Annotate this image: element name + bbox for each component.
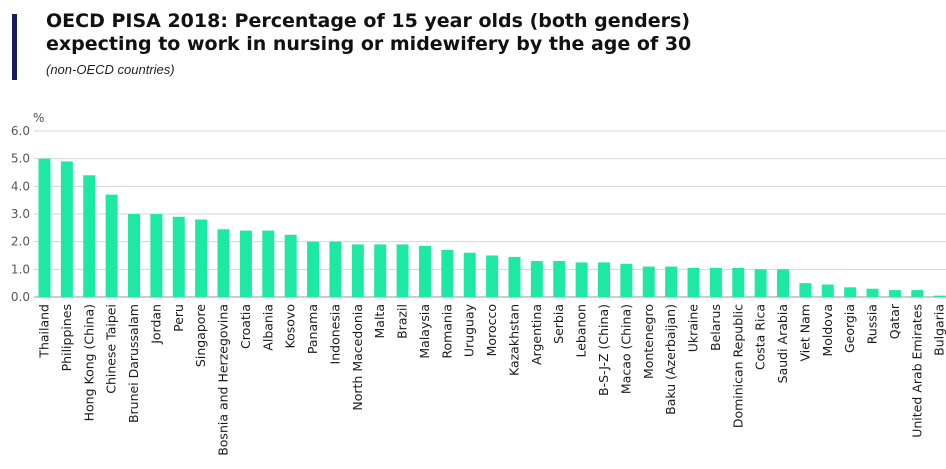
x-tick-label: Morocco [484, 304, 499, 356]
bar [351, 244, 364, 297]
bar [687, 267, 700, 297]
bar [933, 295, 946, 297]
x-tick-label: B-S-J-Z (China) [596, 304, 611, 396]
x-tick-label: Panama [305, 304, 320, 354]
bar [866, 288, 879, 297]
y-tick-label: 3.0 [11, 207, 30, 221]
x-tick-label: United Arab Emirates [909, 304, 924, 438]
x-tick-label: Dominican Republic [730, 304, 745, 428]
bar [486, 255, 499, 297]
chart-title-line1: OECD PISA 2018: Percentage of 15 year ol… [46, 10, 690, 32]
bar [508, 256, 521, 297]
bar [844, 287, 857, 297]
bar [329, 241, 342, 297]
bar [911, 290, 924, 297]
bar [38, 158, 51, 297]
x-tick-label: Albania [260, 304, 275, 351]
bar [195, 219, 208, 297]
x-tick-label: Qatar [887, 303, 902, 339]
bar [754, 269, 767, 297]
x-tick-label: Saudi Arabia [775, 304, 790, 383]
x-tick-label: Singapore [193, 304, 208, 367]
bar [553, 261, 566, 297]
chart-title-line2: expecting to work in nursing or midewife… [46, 33, 692, 55]
x-tick-label: Philippines [59, 304, 74, 371]
bar [665, 266, 678, 297]
bar [732, 267, 745, 297]
x-tick-label: Hong Kong (China) [81, 304, 96, 421]
chart-subtitle: (non-OECD countries) [46, 62, 175, 77]
x-tick-label: Baku (Azerbaijan) [663, 304, 678, 415]
x-tick-label: Romania [439, 304, 454, 359]
bar [530, 261, 543, 297]
x-tick-label: Belarus [708, 304, 723, 351]
x-tick-label: Indonesia [327, 304, 342, 364]
y-tick-label: 0.0 [11, 290, 30, 304]
bar [217, 229, 230, 297]
bar [575, 262, 588, 297]
x-tick-label: Malta [372, 304, 387, 338]
bar [150, 214, 163, 297]
x-tick-label: Montenegro [641, 304, 656, 379]
bar [307, 241, 320, 297]
x-tick-label: North Macedonia [350, 304, 365, 411]
y-tick-label: 1.0 [11, 262, 30, 276]
bar [239, 230, 252, 297]
bar [396, 244, 409, 297]
x-tick-label: Moldova [820, 304, 835, 357]
bar [888, 290, 901, 297]
x-tick-label: Bosnia and Herzegovina [216, 304, 231, 456]
title-accent-bar [12, 14, 17, 80]
y-tick-label: 4.0 [11, 179, 30, 193]
x-tick-label: Malaysia [417, 304, 432, 359]
bar [620, 263, 633, 297]
x-tick-label: Jordan [148, 304, 163, 345]
y-unit-label: % [33, 111, 44, 125]
bar [598, 262, 610, 297]
x-tick-label: Brunei Darussalam [126, 304, 141, 423]
chart-title: OECD PISA 2018: Percentage of 15 year ol… [46, 10, 926, 56]
x-tick-label: Brazil [395, 304, 410, 339]
x-tick-label: Macao (China) [618, 304, 633, 394]
x-tick-label: Georgia [842, 304, 857, 353]
x-tick-label: Croatia [238, 304, 253, 349]
y-tick-label: 5.0 [11, 152, 30, 166]
x-tick-label: Serbia [551, 304, 566, 344]
x-tick-label: Costa Rica [753, 304, 768, 370]
x-tick-label: Uruguay [462, 303, 477, 357]
bar [821, 284, 834, 297]
x-tick-label: Argentina [529, 304, 544, 365]
x-tick-label: Ukraine [686, 304, 701, 353]
bar [128, 214, 141, 297]
x-tick-label: Bulgaria [932, 304, 946, 356]
x-tick-label: Kosovo [283, 304, 298, 348]
bar [799, 283, 812, 297]
x-tick-label: Lebanon [574, 304, 589, 358]
bar [777, 269, 790, 297]
x-tick-label: Viet Nam [797, 304, 812, 362]
bar [83, 175, 96, 297]
bar [284, 234, 297, 297]
bar [418, 245, 431, 297]
x-tick-label: Thailand [37, 304, 52, 359]
bar [60, 161, 73, 297]
y-tick-label: 2.0 [11, 235, 30, 249]
bar [709, 267, 722, 297]
bar [374, 244, 387, 297]
x-tick-label: Kazakhstan [506, 304, 521, 376]
x-tick-label: Peru [171, 304, 186, 332]
bar [463, 252, 476, 297]
x-tick-label: Chinese Taipei [104, 304, 119, 394]
bar [172, 216, 185, 297]
bar [105, 194, 118, 297]
bar [642, 266, 655, 297]
bar [441, 249, 454, 297]
x-tick-label: Russia [865, 304, 880, 344]
y-tick-label: 6.0 [11, 124, 30, 138]
bar [262, 230, 275, 297]
